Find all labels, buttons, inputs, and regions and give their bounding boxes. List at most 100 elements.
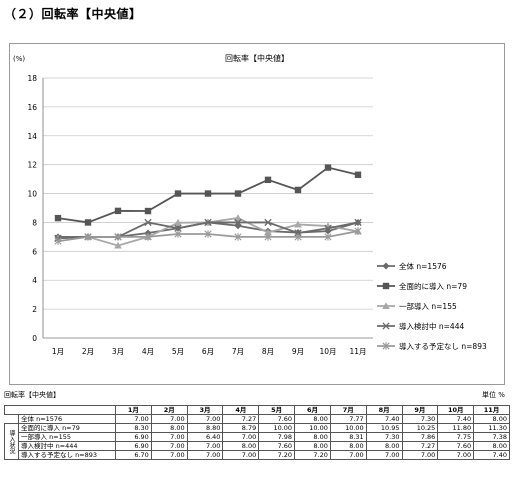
table-cell: 10.00 — [329, 423, 367, 433]
data-point — [324, 224, 332, 232]
group-label: 導入状況 — [4, 423, 19, 460]
table-cell: 8.31 — [329, 432, 367, 442]
data-point — [234, 233, 242, 241]
y-tick-label: 8 — [32, 218, 37, 227]
row-label: 一部導入 n=155 — [18, 432, 116, 442]
data-point — [144, 233, 152, 241]
chart-frame: 回転率【中央値】 (%) 0 2 4 6 8 10 12 14 16 18 1月 2月 3月 4月 5月 6… — [9, 43, 505, 385]
data-point — [144, 207, 152, 215]
table-cell: 6.90 — [115, 441, 152, 451]
y-tick-label: 12 — [27, 161, 37, 170]
table-unit: 単位 % — [482, 391, 505, 399]
table-cell: 7.40 — [437, 414, 475, 424]
table-cell: 7.00 — [437, 450, 475, 460]
table-cell: 7.00 — [222, 432, 260, 442]
data-point — [294, 186, 302, 194]
legend-marker — [382, 302, 390, 309]
legend-label: 導入する予定なし n=893 — [399, 341, 487, 351]
table-cell: 8.00 — [365, 441, 403, 451]
y-tick-labels: 0 2 4 6 8 10 12 14 16 18 — [27, 74, 37, 343]
x-tick-label: 9月 — [292, 347, 304, 356]
y-tick-label: 4 — [32, 276, 37, 285]
table-cell: 11.80 — [437, 423, 475, 433]
table-cell: 7.60 — [437, 441, 475, 451]
table-cell: 8.79 — [222, 423, 260, 433]
data-point — [54, 237, 62, 246]
y-tick-label: 0 — [32, 334, 37, 343]
data-point — [264, 228, 272, 236]
table-cell: 7.00 — [115, 414, 152, 424]
table-cell: 7.75 — [437, 432, 475, 442]
table-cell: 7.00 — [150, 450, 188, 460]
col-header: 11月 — [473, 405, 510, 415]
table-cell: 8.00 — [294, 441, 331, 451]
table-corner — [4, 405, 116, 415]
data-point — [294, 233, 302, 241]
x-tick-label: 7月 — [232, 347, 244, 356]
col-header: 1月 — [115, 405, 152, 415]
table-cell: 6.90 — [115, 432, 152, 442]
series-group — [54, 164, 362, 249]
x-tick-label: 6月 — [202, 347, 214, 356]
table-cell: 7.40 — [365, 414, 403, 424]
legend-label: 全面的に導入 n=79 — [399, 281, 467, 291]
table-header-row: 1月 2月 3月 4月 5月 6月 7月 8月 9月 10月 11月 — [4, 405, 510, 415]
col-header: 8月 — [365, 405, 403, 415]
data-point — [264, 233, 272, 241]
series-5 — [54, 227, 362, 246]
table-cell: 7.27 — [401, 441, 439, 451]
table-cell: 6.70 — [115, 450, 152, 460]
table-blank-cell — [4, 414, 19, 424]
table-caption: 回転率【中央値】 — [4, 391, 60, 399]
data-point — [324, 233, 332, 241]
table-cell: 10.25 — [401, 423, 439, 433]
data-point — [144, 218, 152, 227]
line-chart: 回転率【中央値】 (%) 0 2 4 6 8 10 12 14 16 18 1月 2月 3月 4月 5月 6… — [13, 53, 487, 356]
table-cell: 8.80 — [186, 423, 224, 433]
col-header: 4月 — [222, 405, 260, 415]
table-row: 全体 n=1576 7.00 7.00 7.00 7.27 7.60 8.00 7.77 7.4… — [4, 414, 510, 424]
table-cell: 8.00 — [294, 432, 331, 442]
table-cell: 7.27 — [222, 414, 260, 424]
table-cell: 7.00 — [186, 450, 224, 460]
table-cell: 7.00 — [401, 450, 439, 460]
legend-marker — [382, 342, 390, 350]
data-point — [354, 171, 362, 178]
table-cell: 7.20 — [258, 450, 296, 460]
col-header: 6月 — [294, 405, 331, 415]
data-point — [234, 190, 242, 197]
data-point — [114, 207, 122, 215]
chart-title: 回転率【中央値】 — [225, 53, 289, 63]
table-cell: 6.40 — [186, 432, 224, 442]
y-tick-label: 2 — [32, 305, 37, 314]
table-cell: 7.30 — [401, 414, 439, 424]
data-point — [294, 220, 302, 228]
col-header: 9月 — [401, 405, 439, 415]
table-cell: 7.00 — [150, 432, 188, 442]
row-label: 導入検討中 n=444 — [18, 441, 116, 451]
table-cell: 7.00 — [186, 441, 224, 451]
data-point — [114, 241, 122, 249]
x-tick-label: 3月 — [112, 347, 124, 356]
table-cell: 8.00 — [329, 441, 367, 451]
legend: 全体 n=1576 全面的に導入 n=79 一部導入 n=155 導入検討中 n=44… — [377, 261, 487, 351]
col-header: 5月 — [258, 405, 296, 415]
data-point — [354, 227, 362, 235]
table-cell: 7.38 — [473, 432, 510, 442]
col-header: 7月 — [329, 405, 367, 415]
legend-label: 全体 n=1576 — [399, 261, 447, 271]
data-point — [114, 233, 122, 241]
table-cell: 7.00 — [365, 450, 403, 460]
x-tick-label: 10月 — [319, 347, 336, 356]
col-header: 10月 — [437, 405, 475, 415]
legend-label: 導入検討中 n=444 — [399, 321, 464, 331]
col-header: 3月 — [186, 405, 224, 415]
col-header: 2月 — [150, 405, 188, 415]
table-cell: 7.20 — [294, 450, 331, 460]
table-cell: 7.00 — [150, 414, 188, 424]
x-tick-label: 1月 — [52, 347, 64, 356]
data-table: 1月 2月 3月 4月 5月 6月 7月 8月 9月 10月 11月 全体 n=… — [4, 405, 510, 460]
table-cell: 11.30 — [473, 423, 510, 433]
table-cell: 8.00 — [473, 414, 510, 424]
data-point — [204, 190, 212, 197]
